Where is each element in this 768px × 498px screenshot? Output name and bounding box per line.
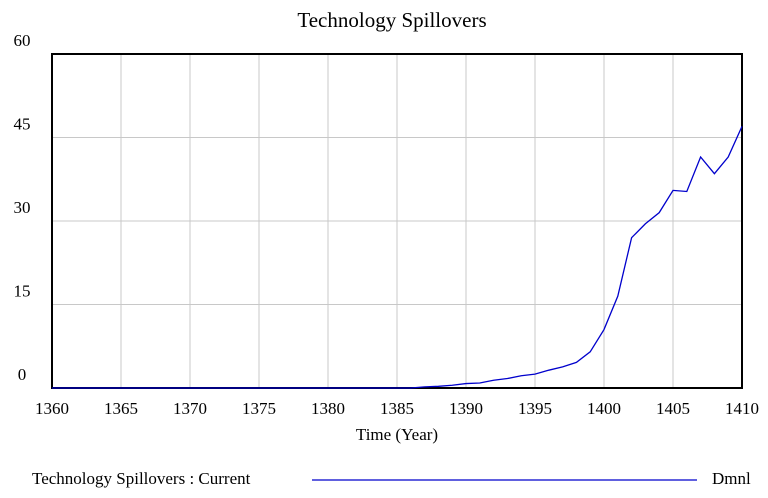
x-tick-label: 1400: [587, 399, 621, 418]
legend-unit: Dmnl: [712, 469, 751, 488]
chart-title: Technology Spillovers: [297, 8, 486, 32]
data-line: [52, 126, 743, 389]
x-tick-label: 1370: [173, 399, 207, 418]
x-tick-label: 1380: [311, 399, 345, 418]
x-tick-label: 1405: [656, 399, 690, 418]
x-tick-label: 1395: [518, 399, 552, 418]
x-axis-label: Time (Year): [356, 425, 438, 444]
x-tick-label: 1375: [242, 399, 276, 418]
y-tick-label: 0: [18, 365, 27, 384]
legend-label: Technology Spillovers : Current: [32, 469, 251, 488]
x-tick-label: 1390: [449, 399, 483, 418]
y-tick-label: 45: [14, 114, 31, 133]
x-tick-label: 1410: [725, 399, 759, 418]
x-tick-label: 1360: [35, 399, 69, 418]
x-tick-label: 1385: [380, 399, 414, 418]
y-tick-label: 30: [14, 198, 31, 217]
y-tick-label: 60: [14, 31, 31, 50]
x-tick-label: 1365: [104, 399, 138, 418]
y-tick-label: 15: [14, 281, 31, 300]
